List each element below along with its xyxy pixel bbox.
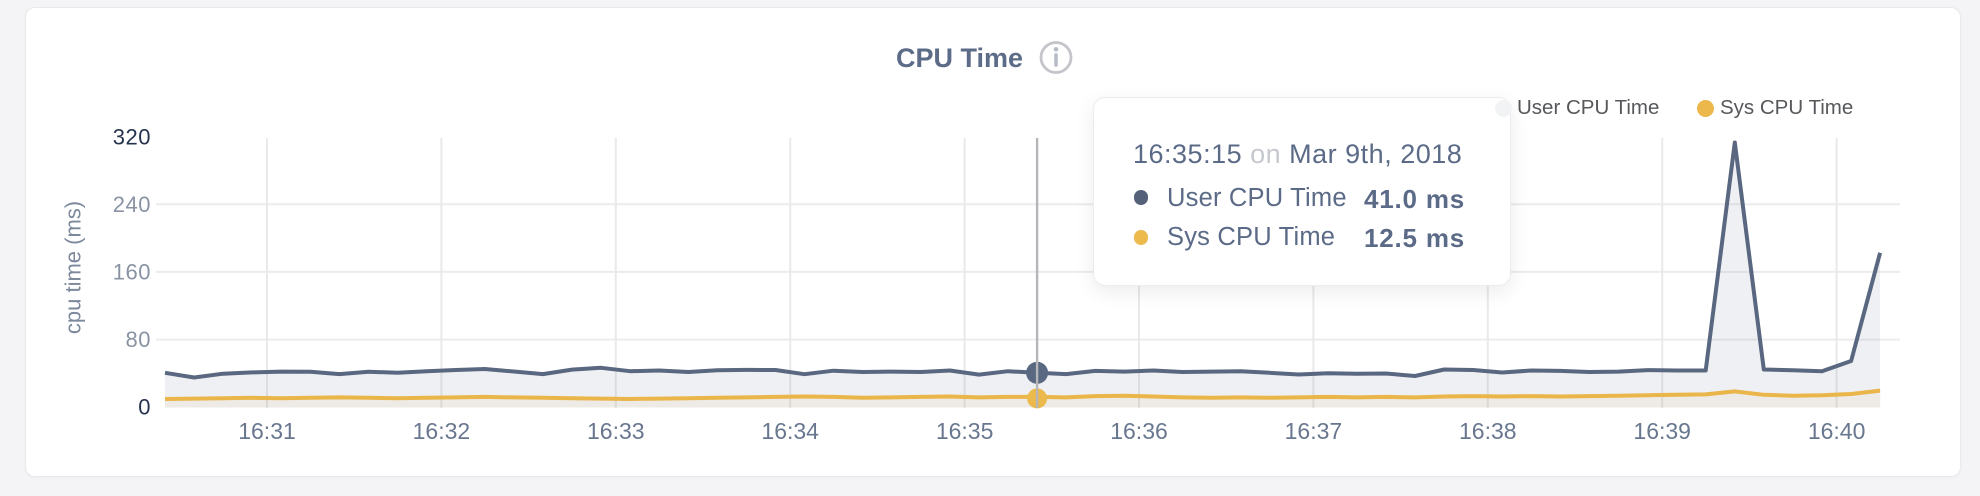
svg-text:16:40: 16:40 (1808, 418, 1866, 444)
svg-text:cpu time (ms): cpu time (ms) (61, 201, 86, 334)
svg-text:240: 240 (113, 192, 151, 217)
svg-text:16:32: 16:32 (413, 418, 471, 444)
svg-text:16:31: 16:31 (238, 418, 296, 444)
svg-text:0: 0 (138, 395, 151, 420)
svg-text:16:35: 16:35 (936, 418, 994, 444)
svg-text:16:37: 16:37 (1285, 418, 1343, 444)
svg-text:320: 320 (113, 125, 151, 150)
svg-text:160: 160 (113, 259, 151, 284)
svg-text:16:39: 16:39 (1633, 418, 1691, 444)
svg-text:16:33: 16:33 (587, 418, 645, 444)
svg-text:16:36: 16:36 (1110, 418, 1168, 444)
svg-text:16:38: 16:38 (1459, 418, 1517, 444)
svg-text:16:34: 16:34 (761, 418, 819, 444)
svg-text:80: 80 (126, 327, 151, 352)
